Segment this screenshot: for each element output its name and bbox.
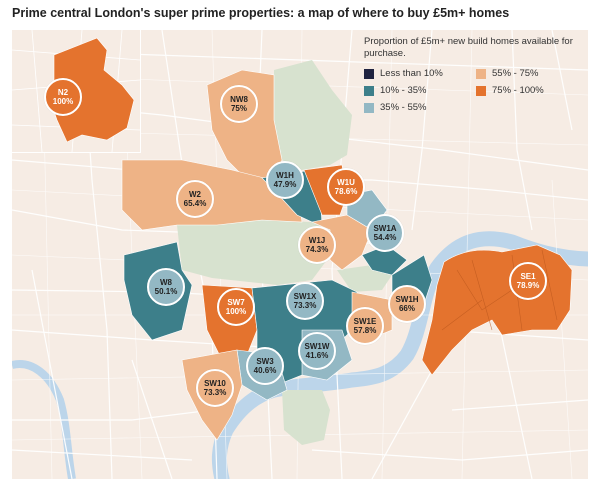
pin-sw1h[interactable]: SW1H 66%: [388, 285, 426, 323]
river-west: [12, 360, 76, 479]
legend-swatch: [476, 68, 486, 79]
pin-se1[interactable]: SE1 78.9%: [509, 262, 547, 300]
pin-pct: 57.8%: [353, 326, 377, 335]
hyde-park: [177, 220, 330, 285]
map-title: Prime central London's super prime prope…: [12, 6, 510, 20]
pin-w8[interactable]: W8 50.1%: [147, 268, 185, 306]
pin-pct: 75%: [230, 104, 247, 113]
pin-code: SW1E: [353, 316, 377, 326]
legend-label: Less than 10%: [380, 68, 443, 79]
pin-pct: 100%: [52, 97, 74, 106]
legend-item-35-55: 35% - 55%: [364, 102, 476, 113]
pin-pct: 65.4%: [183, 199, 207, 208]
legend-swatch: [364, 85, 374, 96]
pin-n2[interactable]: N2 100%: [44, 78, 82, 116]
pin-pct: 74.3%: [305, 245, 329, 254]
pin-pct: 73.3%: [293, 301, 317, 310]
pin-code: SW7: [227, 297, 245, 307]
pin-nw8[interactable]: NW8 75%: [220, 85, 258, 123]
regents-park: [274, 60, 352, 170]
pin-pct: 41.6%: [305, 351, 329, 360]
pin-sw7[interactable]: SW7 100%: [217, 288, 255, 326]
pin-code: SW3: [256, 356, 274, 366]
pin-w1u[interactable]: W1U 78.6%: [327, 168, 365, 206]
legend-item-75-100: 75% - 100%: [476, 85, 574, 96]
pin-sw1w[interactable]: SW1W 41.6%: [298, 332, 336, 370]
pin-w1h[interactable]: W1H 47.9%: [266, 161, 304, 199]
inset-svg: [12, 30, 140, 152]
legend-item-55-75: 55% - 75%: [476, 68, 574, 79]
pin-code: SW10: [204, 378, 226, 388]
pin-sw1a[interactable]: SW1A 54.4%: [366, 214, 404, 252]
legend-items: Less than 10% 55% - 75% 10% - 35% 75% - …: [364, 68, 574, 113]
legend-label: 75% - 100%: [492, 85, 544, 96]
pin-code: N2: [57, 87, 69, 97]
inset-map-n2: [12, 30, 141, 153]
pin-w2[interactable]: W2 65.4%: [176, 180, 214, 218]
pin-pct: 78.6%: [334, 187, 358, 196]
pin-code: W1U: [337, 177, 355, 187]
pin-pct: 73.3%: [203, 388, 227, 397]
pin-pct: 78.9%: [516, 281, 540, 290]
pin-w1j[interactable]: W1J 74.3%: [298, 226, 336, 264]
pin-sw1e[interactable]: SW1E 57.8%: [346, 307, 384, 345]
pin-code: SW1A: [373, 223, 397, 233]
legend-title: Proportion of £5m+ new build homes avail…: [364, 36, 573, 59]
legend-swatch: [476, 85, 486, 96]
pin-pct: 47.9%: [273, 180, 297, 189]
river-thames: [211, 231, 588, 479]
legend-label: 10% - 35%: [380, 85, 427, 96]
pin-code: W8: [160, 277, 172, 287]
battersea-park: [282, 390, 330, 445]
legend-item-10-35: 10% - 35%: [364, 85, 476, 96]
pin-code: W2: [189, 189, 201, 199]
pin-pct: 54.4%: [373, 233, 397, 242]
pin-pct: 66%: [398, 304, 415, 313]
pin-code: W1J: [308, 235, 326, 245]
pin-sw1x[interactable]: SW1X 73.3%: [286, 282, 324, 320]
pin-pct: 40.6%: [253, 366, 277, 375]
pin-sw10[interactable]: SW10 73.3%: [196, 369, 234, 407]
pin-pct: 100%: [225, 307, 247, 316]
legend-item-less-10: Less than 10%: [364, 68, 476, 79]
legend-label: 55% - 75%: [492, 68, 539, 79]
pin-code: SW1X: [293, 291, 317, 301]
legend-label: 35% - 55%: [380, 102, 427, 113]
pin-pct: 50.1%: [154, 287, 178, 296]
pin-sw3[interactable]: SW3 40.6%: [246, 347, 284, 385]
pin-code: SE1: [520, 271, 536, 281]
pin-code: W1H: [276, 170, 294, 180]
legend-swatch: [364, 68, 374, 79]
pin-code: SW1W: [304, 341, 330, 351]
legend-swatch: [364, 102, 374, 113]
legend: Proportion of £5m+ new build homes avail…: [364, 36, 574, 113]
pin-code: NW8: [230, 94, 248, 104]
pin-code: SW1H: [395, 294, 419, 304]
